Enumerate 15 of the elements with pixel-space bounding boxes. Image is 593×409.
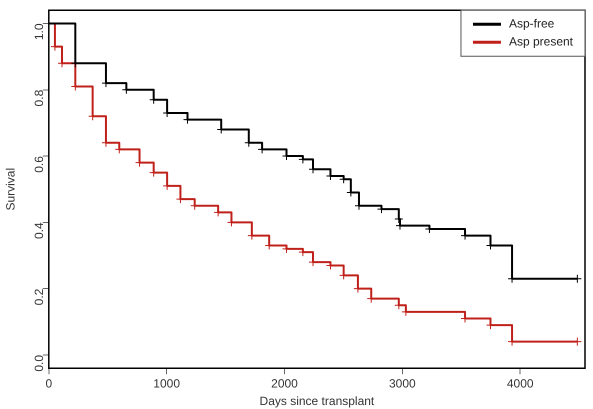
y-tick-label: 0.8: [32, 89, 46, 106]
y-tick-label: 1.0: [32, 23, 46, 40]
x-tick-label: 1000: [153, 376, 180, 391]
y-tick-label: 0.2: [32, 288, 46, 306]
legend-label: Asp-free: [508, 16, 555, 31]
y-tick-label: 0.4: [32, 222, 46, 240]
x-tick-label: 3000: [388, 376, 416, 391]
y-tick-label: 0.6: [32, 156, 46, 173]
y-tick-label: 0.0: [32, 354, 46, 372]
x-tick-label: 4000: [506, 376, 534, 391]
legend-label: Asp present: [508, 34, 574, 49]
x-tick-label: 2000: [271, 376, 298, 391]
x-axis-title: Days since transplant: [260, 394, 375, 408]
y-axis-title: Survival: [4, 168, 18, 211]
x-tick-label: 0: [45, 376, 52, 391]
